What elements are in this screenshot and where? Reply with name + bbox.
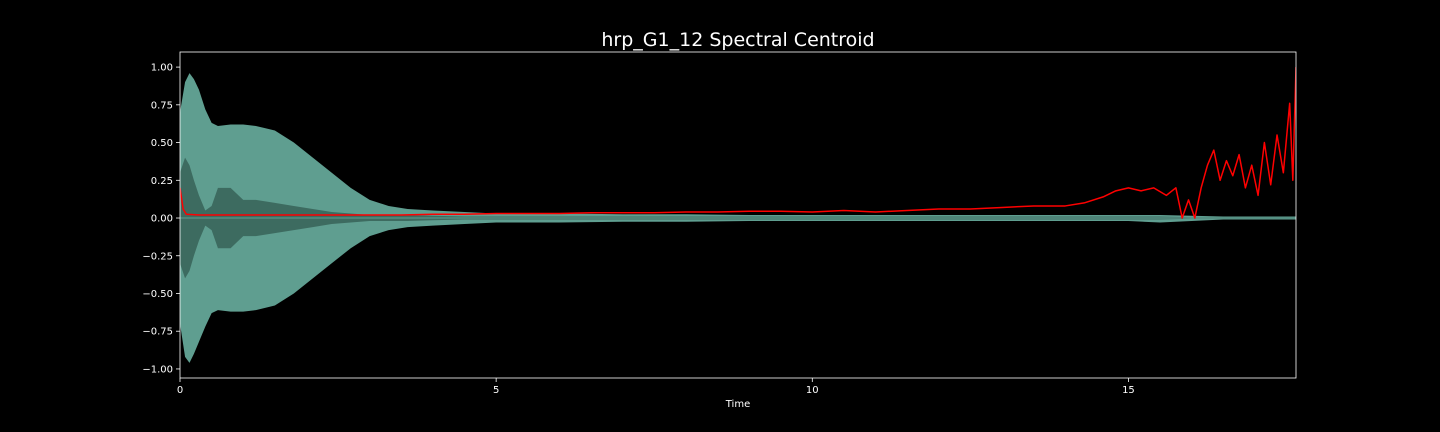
chart-title: hrp_G1_12 Spectral Centroid <box>601 29 874 51</box>
y-tick-label: −0.50 <box>142 289 173 300</box>
x-tick-label: 10 <box>806 385 819 396</box>
y-axis: 1.00 0.75 0.50 0.25 0.00 −0.25 −0.50 −0.75 −1.00 <box>142 63 180 375</box>
x-tick-label: 15 <box>1122 385 1135 396</box>
y-tick-label: 0.50 <box>151 138 173 149</box>
plot-area <box>180 67 1296 363</box>
plot-frame <box>179 51 1297 379</box>
y-tick-label: −0.25 <box>142 251 173 262</box>
y-tick-label: 0.75 <box>151 100 173 111</box>
y-tick-label: −1.00 <box>142 364 173 375</box>
x-axis-label: Time <box>725 399 750 410</box>
y-tick-label: 1.00 <box>151 63 173 74</box>
x-axis: 0 5 10 15 <box>177 378 1135 396</box>
spectral-centroid-line <box>180 67 1296 219</box>
y-tick-label: −0.75 <box>142 327 173 338</box>
y-tick-label: 0.00 <box>151 214 173 225</box>
x-tick-label: 5 <box>493 385 499 396</box>
y-tick-label: 0.25 <box>151 176 173 187</box>
x-tick-label: 0 <box>177 385 183 396</box>
